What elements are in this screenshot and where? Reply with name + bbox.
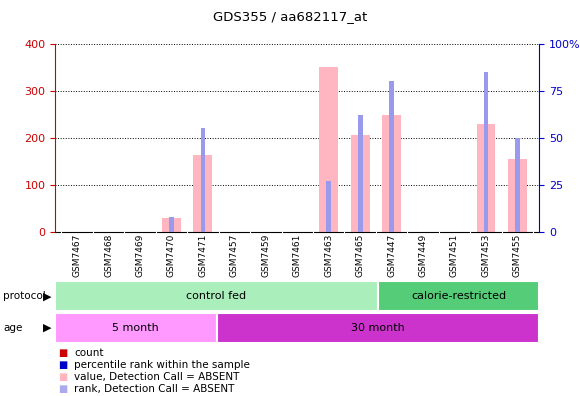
Bar xyxy=(508,159,527,232)
Text: GSM7453: GSM7453 xyxy=(481,234,491,278)
Text: GSM7467: GSM7467 xyxy=(72,234,82,278)
Bar xyxy=(169,217,174,232)
Bar xyxy=(477,124,495,232)
Text: 30 month: 30 month xyxy=(351,323,405,333)
Bar xyxy=(162,217,181,232)
Bar xyxy=(389,81,394,232)
Bar xyxy=(55,281,378,311)
Text: GSM7470: GSM7470 xyxy=(167,234,176,278)
Text: percentile rank within the sample: percentile rank within the sample xyxy=(74,360,250,370)
Bar xyxy=(515,138,520,232)
Text: GSM7455: GSM7455 xyxy=(513,234,522,278)
Text: GSM7461: GSM7461 xyxy=(293,234,302,278)
Text: ■: ■ xyxy=(58,348,67,358)
Text: ▶: ▶ xyxy=(42,323,51,333)
Text: control fed: control fed xyxy=(187,291,246,301)
Bar xyxy=(319,67,338,232)
Text: GSM7457: GSM7457 xyxy=(230,234,239,278)
Text: 5 month: 5 month xyxy=(113,323,159,333)
Text: age: age xyxy=(3,323,22,333)
Text: protocol: protocol xyxy=(3,291,46,301)
Text: ■: ■ xyxy=(58,384,67,394)
Text: ▶: ▶ xyxy=(42,291,51,301)
Text: GDS355 / aa682117_at: GDS355 / aa682117_at xyxy=(213,10,367,23)
Bar xyxy=(327,181,331,232)
Text: GSM7449: GSM7449 xyxy=(419,234,427,277)
Text: GSM7469: GSM7469 xyxy=(136,234,144,278)
Bar xyxy=(216,313,539,343)
Text: ■: ■ xyxy=(58,360,67,370)
Text: value, Detection Call = ABSENT: value, Detection Call = ABSENT xyxy=(74,372,240,382)
Bar xyxy=(351,135,369,232)
Bar xyxy=(55,313,216,343)
Bar xyxy=(194,156,212,232)
Text: GSM7447: GSM7447 xyxy=(387,234,396,277)
Bar xyxy=(358,115,362,232)
Bar xyxy=(382,115,401,232)
Bar xyxy=(201,128,205,232)
Bar xyxy=(378,281,539,311)
Text: GSM7468: GSM7468 xyxy=(104,234,113,278)
Text: GSM7471: GSM7471 xyxy=(198,234,208,278)
Text: calorie-restricted: calorie-restricted xyxy=(411,291,506,301)
Text: GSM7459: GSM7459 xyxy=(262,234,270,278)
Text: rank, Detection Call = ABSENT: rank, Detection Call = ABSENT xyxy=(74,384,235,394)
Bar xyxy=(484,72,488,232)
Text: GSM7463: GSM7463 xyxy=(324,234,333,278)
Text: count: count xyxy=(74,348,104,358)
Text: GSM7451: GSM7451 xyxy=(450,234,459,278)
Text: ■: ■ xyxy=(58,372,67,382)
Text: GSM7465: GSM7465 xyxy=(356,234,365,278)
